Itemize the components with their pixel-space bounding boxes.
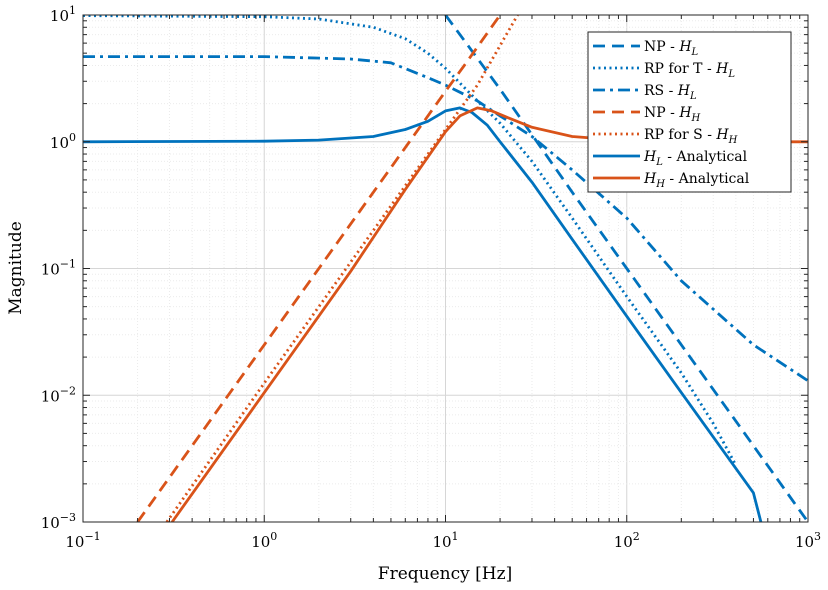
legend-label: HH - Analytical [643,171,750,190]
x-tick-label: 10−1 [65,530,100,551]
x-tick-label: 103 [795,530,821,551]
legend-label: NP - HL [644,39,699,58]
y-tick-label: 10−2 [41,384,76,405]
legend-label: NP - HH [644,105,701,124]
x-axis-label: Frequency [Hz] [378,564,512,584]
legend: NP - HL RP for T - HL RS - HL NP - HH RP for… [587,31,792,193]
series-line-2 [83,15,738,466]
legend-label: RP for T - HL [644,61,735,80]
legend-label: RP for S - HH [644,127,738,146]
ticks [82,14,809,523]
x-tick-label: 100 [251,530,277,551]
x-tick-labels: 10−1 100 101 102 103 [65,530,821,551]
legend-label: HL - Analytical [643,149,748,168]
legend-label: RS - HL [644,83,697,102]
series-line-1 [444,15,808,522]
x-tick-label: 101 [432,530,458,551]
y-tick-label: 10−1 [41,258,76,279]
series-line-5 [165,15,519,522]
y-tick-label: 10−3 [41,511,76,532]
series-line-6 [83,106,763,522]
y-tick-labels: 101 100 10−1 10−2 10−3 [41,4,76,532]
x-tick-label: 102 [614,530,640,551]
y-tick-label: 100 [50,131,76,152]
y-tick-label: 101 [50,4,76,25]
y-axis-label: Magnitude [6,221,26,315]
